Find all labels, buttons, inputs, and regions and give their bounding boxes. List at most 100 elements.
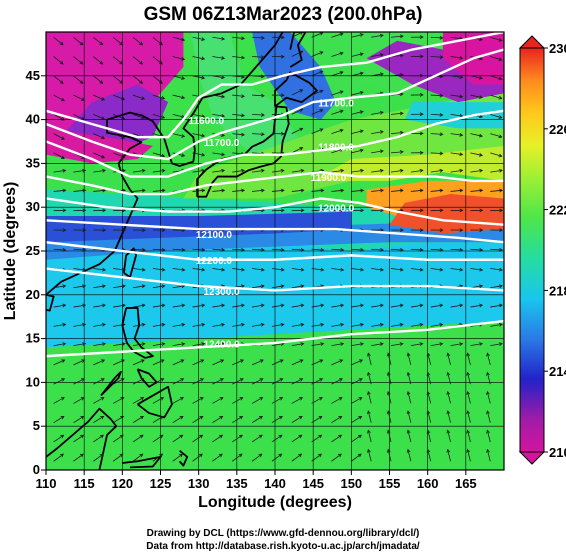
wind-arrow	[470, 303, 484, 308]
wind-arrow	[450, 152, 464, 157]
wind-arrow	[53, 453, 64, 462]
wind-arrow	[367, 352, 372, 365]
wind-arrow	[351, 434, 362, 443]
wind-arrow	[271, 453, 283, 462]
wind-arrow	[132, 415, 144, 424]
wind-arrow	[232, 397, 244, 404]
wind-arrow	[426, 390, 432, 404]
wind-arrow	[371, 267, 384, 272]
x-axis-ticks: 110 115 120 125 130 135 140 145 150 155 160 165	[36, 470, 477, 491]
wind-arrow	[152, 434, 164, 443]
wind-arrow	[450, 248, 464, 252]
wind-arrow	[430, 151, 444, 156]
wind-arrow	[390, 188, 404, 193]
wind-arrow	[410, 131, 424, 136]
wind-arrow	[113, 228, 127, 233]
wind-arrow	[371, 188, 384, 193]
wind-arrow	[172, 322, 186, 327]
wind-arrow	[132, 168, 146, 173]
wind-arrow	[152, 113, 166, 119]
wind-arrow	[466, 429, 471, 443]
wind-arrow	[430, 35, 444, 40]
wind-arrow	[450, 75, 464, 79]
wind-arrow	[291, 127, 304, 134]
wind-arrow	[152, 415, 164, 424]
wind-arrow	[490, 208, 504, 213]
wind-arrow	[311, 188, 325, 193]
x-tick-label: 160	[417, 476, 439, 491]
wind-arrow	[430, 208, 444, 213]
wind-arrow	[410, 93, 424, 97]
wind-arrow	[132, 322, 146, 327]
wind-arrow	[152, 359, 165, 366]
wind-arrow	[252, 55, 265, 60]
wind-arrow	[390, 53, 404, 58]
wind-arrow	[212, 415, 224, 424]
wind-arrow	[406, 429, 412, 443]
wind-arrow	[331, 303, 345, 308]
wind-arrow	[271, 284, 285, 289]
wind-arrow	[486, 410, 491, 423]
wind-arrow	[212, 453, 223, 462]
wind-arrow	[152, 453, 164, 462]
wind-arrow	[390, 73, 404, 77]
wind-arrow	[192, 267, 206, 272]
wind-arrow	[53, 284, 67, 289]
wind-arrow	[212, 168, 226, 173]
wind-arrow	[152, 267, 166, 272]
wind-arrow	[73, 378, 85, 385]
coastline-halmahera	[178, 450, 189, 467]
wind-arrow	[446, 390, 451, 404]
x-tick-label: 120	[111, 476, 133, 491]
wind-arrow	[430, 93, 444, 98]
wind-arrow	[311, 109, 324, 115]
wind-arrow	[351, 71, 364, 77]
wind-arrow	[252, 168, 265, 173]
wind-arrow	[251, 453, 263, 462]
wind-arrow	[93, 94, 106, 101]
coastline-sulawesi	[122, 455, 162, 469]
wind-arrow	[53, 397, 65, 404]
wind-arrow	[490, 342, 503, 347]
y-tick-label: 5	[33, 418, 40, 433]
wind-arrow	[271, 35, 285, 40]
wind-arrow	[93, 303, 106, 308]
coastline-luzon	[121, 307, 154, 359]
wind-arrow	[271, 267, 285, 272]
wind-arrow	[410, 208, 424, 213]
wind-arrow	[271, 359, 284, 366]
credit-drawing: Drawing by DCL (https://www.gfd-dennou.o…	[147, 528, 420, 539]
wind-arrow	[331, 71, 344, 77]
wind-arrow	[430, 248, 444, 252]
wind-arrow	[311, 322, 325, 327]
y-tick-label: 20	[26, 287, 40, 302]
wind-arrow	[446, 429, 451, 443]
contour-11900	[46, 170, 504, 196]
wind-arrow	[390, 303, 404, 308]
contour-label: 12400.0	[203, 339, 240, 350]
y-tick-label: 45	[26, 68, 40, 83]
wind-arrow	[93, 36, 104, 46]
wind-arrow	[53, 228, 67, 233]
credit-data: Data from http://database.rish.kyoto-u.a…	[146, 541, 420, 552]
wind-arrow	[73, 284, 87, 289]
wind-arrow	[192, 359, 205, 366]
wind-arrow	[132, 248, 146, 252]
wind-arrow	[446, 448, 451, 462]
wind-arrow	[251, 378, 264, 385]
wind-arrow	[367, 448, 372, 462]
wind-arrow	[430, 188, 444, 193]
wind-arrow	[212, 248, 226, 252]
height-contours	[46, 32, 504, 358]
wind-arrow	[152, 284, 166, 289]
wind-arrow	[232, 188, 246, 193]
wind-arrow	[212, 152, 226, 157]
wind-arrow	[426, 448, 432, 462]
wind-arrow	[93, 75, 104, 84]
wind-arrow	[112, 56, 124, 65]
wind-arrow	[53, 133, 65, 140]
wind-arrow	[390, 34, 404, 39]
wind-arrow	[232, 55, 246, 60]
wind-arrow	[486, 448, 491, 462]
wind-arrow	[410, 35, 424, 39]
